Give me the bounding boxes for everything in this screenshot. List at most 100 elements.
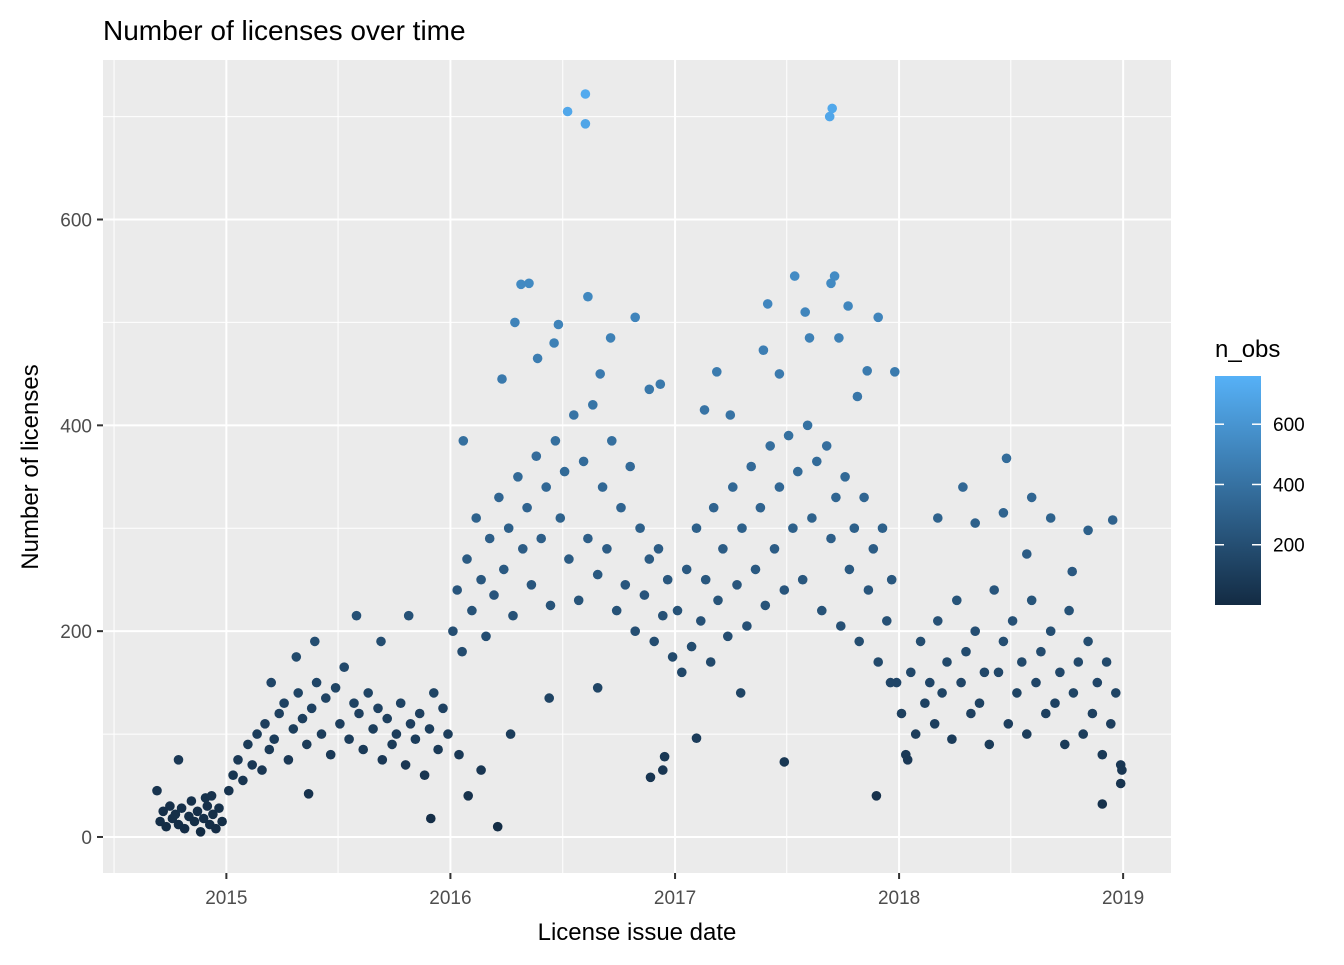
data-point (311, 677, 322, 688)
data-point (1101, 657, 1112, 667)
data-point (264, 744, 275, 755)
data-point (1115, 778, 1126, 789)
data-point (742, 621, 752, 631)
data-point (877, 523, 888, 533)
data-point (824, 111, 835, 122)
data-points (152, 89, 1127, 837)
data-point (419, 770, 430, 780)
data-point (303, 789, 314, 799)
data-point (358, 744, 369, 755)
data-point (513, 472, 523, 482)
data-point (1026, 595, 1037, 606)
data-point (429, 688, 439, 698)
data-point (382, 713, 393, 724)
data-point (713, 595, 723, 606)
data-point (1117, 765, 1127, 775)
data-point (779, 757, 790, 767)
data-point (840, 472, 850, 482)
data-point (1092, 677, 1103, 688)
data-point (518, 544, 528, 554)
x-axis-ticks: 2015 2016 2017 2018 2019 (205, 873, 1144, 909)
data-point (797, 574, 808, 585)
data-point (202, 801, 213, 811)
y-axis-ticks: 0 200 400 600 (60, 211, 103, 849)
legend-tick-label: 400 (1273, 475, 1305, 496)
data-point (862, 366, 872, 376)
data-point (616, 502, 626, 513)
data-point (937, 688, 947, 698)
data-point (644, 554, 655, 564)
data-point (625, 461, 635, 472)
data-point (526, 580, 537, 590)
data-point (373, 703, 383, 714)
data-point (662, 574, 673, 585)
data-point (214, 803, 224, 813)
data-point (189, 816, 200, 827)
data-point (718, 544, 728, 554)
data-point (1007, 616, 1018, 626)
data-point (544, 693, 554, 703)
data-point (942, 657, 952, 667)
data-point (405, 719, 416, 729)
data-point (732, 580, 742, 590)
data-point (1060, 739, 1070, 750)
data-point (580, 89, 591, 99)
data-point (198, 813, 209, 824)
data-point (890, 367, 900, 377)
data-point (966, 708, 976, 719)
data-point (605, 333, 616, 343)
data-point (176, 803, 187, 813)
data-point (233, 755, 243, 765)
data-point (728, 482, 738, 492)
data-point (497, 374, 507, 384)
data-point (541, 482, 551, 492)
x-tick-label: 2016 (429, 888, 471, 909)
data-point (793, 466, 803, 477)
data-point (410, 734, 421, 744)
legend-tick-label: 200 (1273, 536, 1305, 557)
x-tick-label: 2019 (1102, 888, 1144, 909)
data-point (873, 657, 883, 667)
data-point (467, 605, 477, 616)
data-point (569, 410, 579, 420)
data-point (443, 729, 453, 739)
data-point (321, 693, 331, 703)
data-point (868, 544, 879, 554)
data-point (494, 492, 504, 503)
data-point (505, 729, 516, 739)
data-point (760, 600, 771, 611)
y-tick-label: 600 (60, 211, 92, 232)
data-point (774, 482, 785, 492)
data-point (611, 605, 622, 616)
data-point (206, 791, 217, 801)
data-point (179, 823, 190, 834)
x-tick-label: 2017 (654, 888, 696, 909)
data-point (970, 626, 980, 636)
data-point (1003, 719, 1014, 729)
data-point (508, 610, 518, 621)
data-point (293, 688, 304, 698)
data-point (821, 441, 832, 451)
data-point (639, 590, 650, 600)
data-point (400, 760, 411, 770)
y-tick-label: 0 (81, 828, 92, 849)
data-point (844, 564, 855, 575)
data-point (1097, 749, 1108, 760)
data-point (1017, 657, 1027, 667)
data-point (257, 765, 267, 775)
data-point (886, 574, 897, 585)
data-point (1022, 729, 1032, 739)
data-point (882, 616, 892, 626)
data-point (910, 729, 921, 739)
data-point (765, 441, 775, 451)
data-point (238, 775, 248, 786)
data-point (807, 513, 817, 523)
data-point (195, 827, 206, 837)
data-point (368, 724, 378, 734)
data-point (269, 734, 280, 744)
plot-panel (103, 60, 1171, 873)
data-point (192, 806, 203, 817)
data-point (448, 626, 458, 636)
data-point (1087, 708, 1098, 719)
